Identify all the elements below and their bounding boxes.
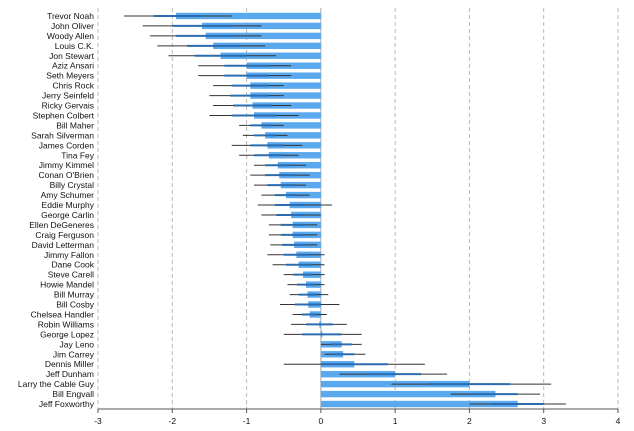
category-label: Robin Williams bbox=[38, 319, 94, 329]
bar bbox=[202, 22, 321, 30]
category-label: Jay Leno bbox=[60, 339, 95, 349]
category-label: Ellen DeGeneres bbox=[29, 220, 94, 230]
bar bbox=[320, 400, 518, 408]
x-tick-label: 4 bbox=[616, 416, 621, 426]
x-tick-label: 0 bbox=[318, 416, 323, 426]
category-label: Chris Rock bbox=[52, 81, 94, 91]
category-label: Larry the Cable Guy bbox=[18, 379, 95, 389]
x-tick-label: 1 bbox=[393, 416, 398, 426]
x-tick-label: -2 bbox=[169, 416, 177, 426]
bar bbox=[250, 92, 321, 99]
category-label: Louis C.K. bbox=[55, 41, 94, 51]
category-label: Seth Meyers bbox=[46, 71, 94, 81]
grid-lines bbox=[97, 8, 619, 409]
category-label: Dennis Miller bbox=[45, 359, 94, 369]
category-label: Jim Carrey bbox=[53, 349, 95, 359]
category-label: Jon Stewart bbox=[49, 51, 95, 61]
category-label: Conan O'Brien bbox=[39, 170, 95, 180]
category-label: Woody Allen bbox=[47, 31, 94, 41]
bar bbox=[320, 390, 496, 398]
bar bbox=[205, 32, 321, 40]
category-label: James Corden bbox=[39, 140, 95, 150]
bar bbox=[213, 42, 321, 50]
category-label: Bill Engvall bbox=[52, 389, 94, 399]
category-label: Craig Ferguson bbox=[35, 230, 94, 240]
category-label: Jerry Seinfeld bbox=[42, 91, 94, 101]
category-label: David Letterman bbox=[32, 240, 95, 250]
category-label: John Oliver bbox=[51, 21, 94, 31]
category-label: George Carlin bbox=[41, 210, 94, 220]
category-label: Chelsea Handler bbox=[31, 309, 94, 319]
bar bbox=[250, 82, 321, 89]
category-label: Bill Maher bbox=[56, 120, 94, 130]
x-tick-label: -1 bbox=[243, 416, 251, 426]
category-label: Bill Cosby bbox=[56, 300, 95, 310]
category-label: Jeff Foxworthy bbox=[39, 399, 95, 409]
category-label: Jimmy Kimmel bbox=[39, 160, 94, 170]
category-label: Jimmy Fallon bbox=[44, 250, 94, 260]
bar bbox=[265, 132, 321, 139]
category-label: Amy Schumer bbox=[41, 190, 95, 200]
bar bbox=[176, 12, 321, 20]
category-label: Trevor Noah bbox=[47, 11, 94, 21]
bar bbox=[261, 122, 321, 129]
x-tick-label: -3 bbox=[94, 416, 102, 426]
category-label: Jeff Dunham bbox=[46, 369, 94, 379]
x-tick-label: 2 bbox=[467, 416, 472, 426]
category-label: Billy Crystal bbox=[50, 180, 95, 190]
bars bbox=[124, 12, 566, 408]
category-label: Tina Fey bbox=[61, 150, 95, 160]
category-label: Ricky Gervais bbox=[42, 101, 94, 111]
x-axis: -3 -2 -1 0 1 2 3 4 bbox=[94, 408, 621, 426]
category-label: Aziz Ansari bbox=[52, 61, 94, 71]
category-label: Eddie Murphy bbox=[42, 200, 95, 210]
category-label: Howie Mandel bbox=[40, 280, 94, 290]
x-tick-label: 3 bbox=[541, 416, 546, 426]
category-label: Sarah Silverman bbox=[31, 130, 94, 140]
category-label: Steve Carell bbox=[48, 270, 94, 280]
category-label: Dane Cook bbox=[51, 260, 94, 270]
category-label: Bill Murray bbox=[54, 290, 95, 300]
category-label: Stephen Colbert bbox=[33, 110, 95, 120]
category-label: George Lopez bbox=[40, 329, 94, 339]
